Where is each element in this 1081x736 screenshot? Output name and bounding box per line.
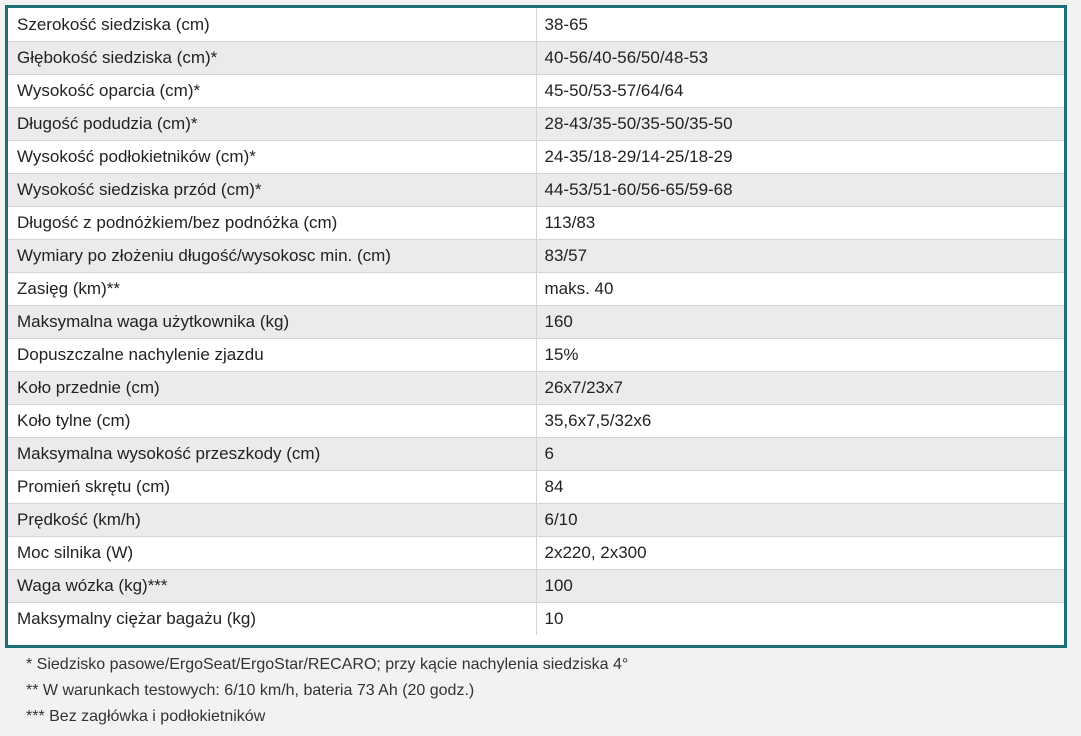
- param-label: Wysokość siedziska przód (cm)*: [8, 173, 537, 207]
- spec-table: Szerokość siedziska (cm) 38-65 Głębokość…: [8, 8, 1064, 635]
- param-label: Promień skrętu (cm): [8, 470, 537, 504]
- table-row: Długość podudzia (cm)* 28-43/35-50/35-50…: [8, 107, 1064, 141]
- table-row: Wysokość oparcia (cm)* 45-50/53-57/64/64: [8, 74, 1064, 108]
- param-label: Zasięg (km)**: [8, 272, 537, 306]
- param-value: 83/57: [536, 239, 1064, 273]
- table-row: Prędkość (km/h) 6/10: [8, 503, 1064, 537]
- param-value: 24-35/18-29/14-25/18-29: [536, 140, 1064, 174]
- table-row: Promień skrętu (cm) 84: [8, 470, 1064, 504]
- param-value: 15%: [536, 338, 1064, 372]
- table-row: Koło przednie (cm) 26x7/23x7: [8, 371, 1064, 405]
- table-row: Wysokość podłokietników (cm)* 24-35/18-2…: [8, 140, 1064, 174]
- param-label: Koło przednie (cm): [8, 371, 537, 405]
- footnotes: * Siedzisko pasowe/ErgoSeat/ErgoStar/REC…: [26, 655, 628, 733]
- param-value: 35,6x7,5/32x6: [536, 404, 1064, 438]
- table-row: Zasięg (km)** maks. 40: [8, 272, 1064, 306]
- table-row: Wysokość siedziska przód (cm)* 44-53/51-…: [8, 173, 1064, 207]
- param-label: Prędkość (km/h): [8, 503, 537, 537]
- param-value: 10: [536, 602, 1064, 635]
- param-label: Szerokość siedziska (cm): [8, 8, 537, 42]
- param-value: 2x220, 2x300: [536, 536, 1064, 570]
- table-row: Waga wózka (kg)*** 100: [8, 569, 1064, 603]
- spec-table-frame: Szerokość siedziska (cm) 38-65 Głębokość…: [5, 5, 1067, 648]
- table-row: Długość z podnóżkiem/bez podnóżka (cm) 1…: [8, 206, 1064, 240]
- param-label: Długość podudzia (cm)*: [8, 107, 537, 141]
- table-row: Dopuszczalne nachylenie zjazdu 15%: [8, 338, 1064, 372]
- param-label: Moc silnika (W): [8, 536, 537, 570]
- param-label: Wymiary po złożeniu długość/wysokosc min…: [8, 239, 537, 273]
- param-value: maks. 40: [536, 272, 1064, 306]
- param-label: Waga wózka (kg)***: [8, 569, 537, 603]
- table-row: Moc silnika (W) 2x220, 2x300: [8, 536, 1064, 570]
- table-row: Maksymalna waga użytkownika (kg) 160: [8, 305, 1064, 339]
- footnote-weight: *** Bez zagłówka i podłokietników: [26, 708, 266, 725]
- param-label: Maksymalna wysokość przeszkody (cm): [8, 437, 537, 471]
- footnote-test-conditions: ** W warunkach testowych: 6/10 km/h, bat…: [26, 682, 475, 699]
- table-row: Wymiary po złożeniu długość/wysokosc min…: [8, 239, 1064, 273]
- param-value: 26x7/23x7: [536, 371, 1064, 405]
- param-value: 38-65: [536, 8, 1064, 42]
- param-label: Koło tylne (cm): [8, 404, 537, 438]
- param-label: Głębokość siedziska (cm)*: [8, 41, 537, 75]
- param-label: Długość z podnóżkiem/bez podnóżka (cm): [8, 206, 537, 240]
- param-label: Maksymalna waga użytkownika (kg): [8, 305, 537, 339]
- param-value: 100: [536, 569, 1064, 603]
- param-label: Maksymalny ciężar bagażu (kg): [8, 602, 537, 635]
- param-value: 44-53/51-60/56-65/59-68: [536, 173, 1064, 207]
- table-row: Maksymalny ciężar bagażu (kg) 10: [8, 602, 1064, 635]
- param-label: Wysokość oparcia (cm)*: [8, 74, 537, 108]
- param-value: 6/10: [536, 503, 1064, 537]
- param-value: 84: [536, 470, 1064, 504]
- param-value: 160: [536, 305, 1064, 339]
- table-row: Szerokość siedziska (cm) 38-65: [8, 8, 1064, 42]
- table-row: Maksymalna wysokość przeszkody (cm) 6: [8, 437, 1064, 471]
- param-value: 40-56/40-56/50/48-53: [536, 41, 1064, 75]
- table-row: Koło tylne (cm) 35,6x7,5/32x6: [8, 404, 1064, 438]
- footnote-seat: * Siedzisko pasowe/ErgoSeat/ErgoStar/REC…: [26, 656, 629, 673]
- param-value: 28-43/35-50/35-50/35-50: [536, 107, 1064, 141]
- table-row: Głębokość siedziska (cm)* 40-56/40-56/50…: [8, 41, 1064, 75]
- param-value: 113/83: [536, 206, 1064, 240]
- param-value: 45-50/53-57/64/64: [536, 74, 1064, 108]
- param-label: Dopuszczalne nachylenie zjazdu: [8, 338, 537, 372]
- param-value: 6: [536, 437, 1064, 471]
- param-label: Wysokość podłokietników (cm)*: [8, 140, 537, 174]
